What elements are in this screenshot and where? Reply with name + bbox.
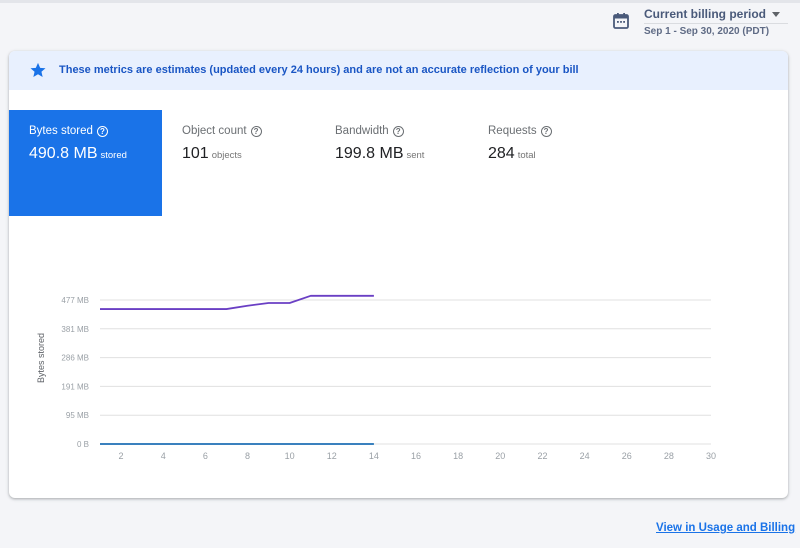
metric-value: 101 [182,145,209,162]
help-icon[interactable]: ? [96,125,108,137]
metric-label: Requests [488,125,537,137]
metric-unit: stored [100,150,127,161]
usage-card: These metrics are estimates (updated eve… [9,51,788,498]
dropdown-caret-icon[interactable] [772,12,780,17]
metric-label: Bandwidth [335,125,389,137]
billing-period-selector[interactable]: Current billing period Sep 1 - Sep 30, 2… [612,6,790,40]
billing-period-range: Sep 1 - Sep 30, 2020 (PDT) [644,26,770,37]
metric-tab-object-count[interactable]: Object count? 101 objects [162,110,315,216]
metric-tab-bytes-stored[interactable]: Bytes stored? 490.8 MB stored [9,110,162,216]
help-icon[interactable]: ? [540,125,552,137]
view-usage-billing-link[interactable]: View in Usage and Billing [656,522,796,534]
billing-period-label: Current billing period [644,7,766,21]
metric-label: Bytes stored [29,125,93,137]
metric-tab-requests[interactable]: Requests? 284 total [468,110,621,216]
select-underline [644,23,788,24]
metric-value: 284 [488,145,515,162]
metric-tab-bandwidth[interactable]: Bandwidth? 199.8 MB sent [315,110,468,216]
metric-unit: total [517,150,536,161]
metric-unit: objects [211,150,242,161]
metric-value: 490.8 MB [29,145,98,162]
banner-message: These metrics are estimates (updated eve… [59,64,579,76]
metric-value: 199.8 MB [335,145,404,162]
metric-unit: sent [406,150,425,161]
metric-label: Object count [182,125,247,137]
star-icon [30,62,46,78]
help-icon[interactable]: ? [250,125,262,137]
estimate-banner: These metrics are estimates (updated eve… [9,51,788,90]
top-divider [0,0,800,3]
help-icon[interactable]: ? [392,125,404,137]
calendar-icon [613,13,629,29]
